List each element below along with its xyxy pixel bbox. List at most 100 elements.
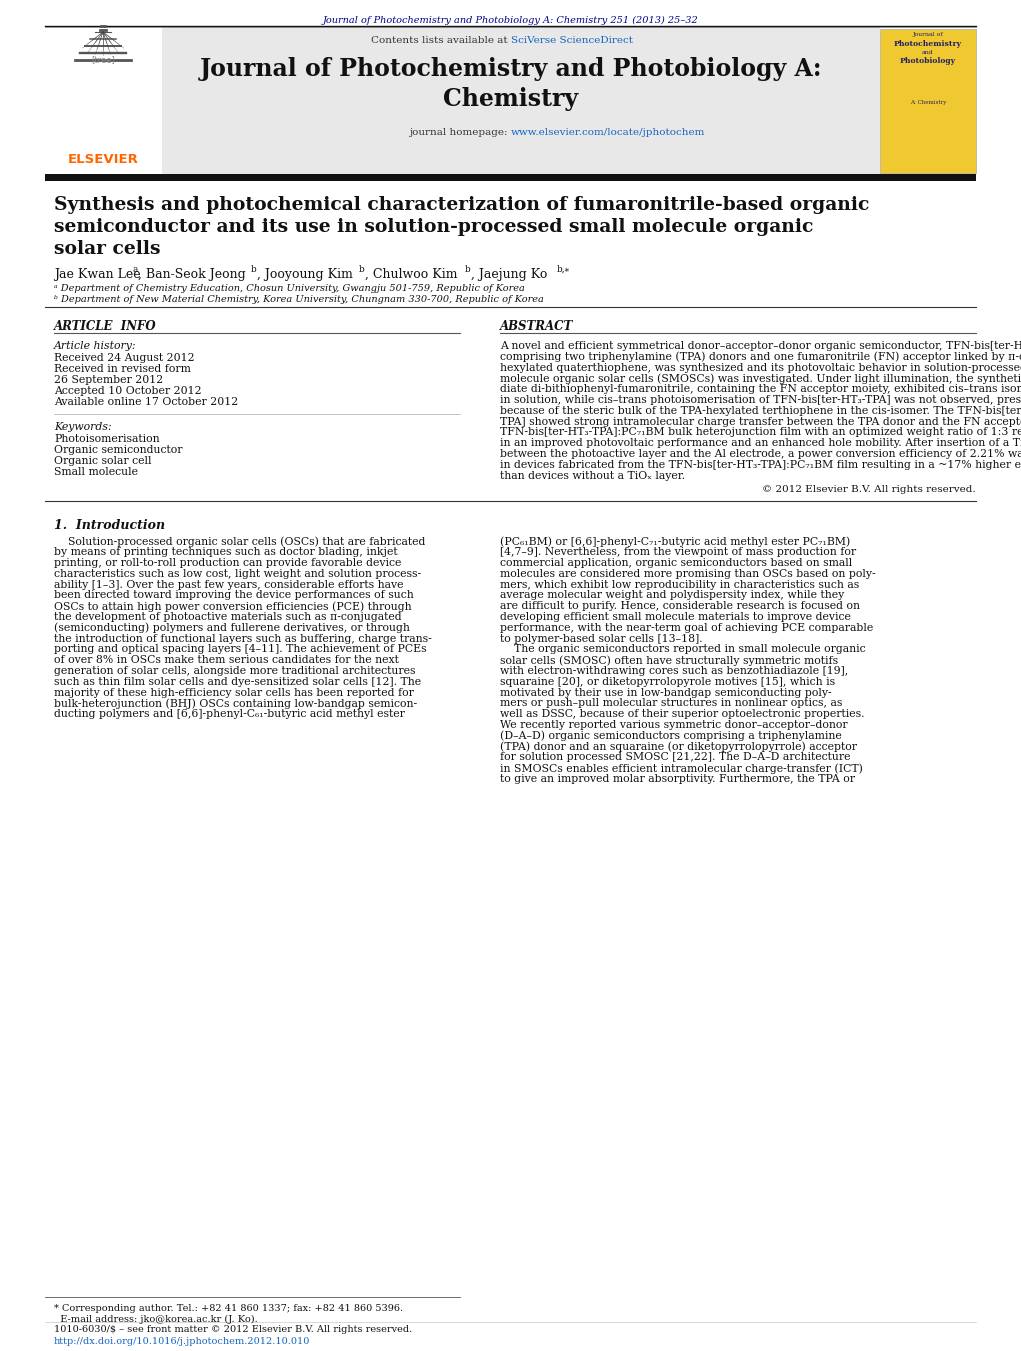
Text: characteristics such as low cost, light weight and solution process-: characteristics such as low cost, light … [54,569,421,578]
Text: * Corresponding author. Tel.: +82 41 860 1337; fax: +82 41 860 5396.: * Corresponding author. Tel.: +82 41 860… [54,1304,403,1313]
Text: between the photoactive layer and the Al electrode, a power conversion efficienc: between the photoactive layer and the Al… [500,449,1021,459]
Text: in devices fabricated from the TFN-bis[ter-HT₃-TPA]:PC₇₁BM film resulting in a ~: in devices fabricated from the TFN-bis[t… [500,459,1021,470]
Text: SciVerse ScienceDirect: SciVerse ScienceDirect [510,36,633,45]
Bar [45,27,162,176]
Text: A novel and efficient symmetrical donor–acceptor–donor organic semiconductor, TF: A novel and efficient symmetrical donor–… [500,340,1021,351]
Text: with electron-withdrawing cores such as benzothiadiazole [19],: with electron-withdrawing cores such as … [500,666,848,676]
Text: E-mail address: jko@korea.ac.kr (J. Ko).: E-mail address: jko@korea.ac.kr (J. Ko). [54,1315,257,1324]
Text: well as DSSC, because of their superior optoelectronic properties.: well as DSSC, because of their superior … [500,709,865,719]
Text: Photoisomerisation: Photoisomerisation [54,434,159,444]
Text: Jae Kwan Lee: Jae Kwan Lee [54,267,141,281]
Text: to give an improved molar absorptivity. Furthermore, the TPA or: to give an improved molar absorptivity. … [500,774,855,784]
Text: Article history:: Article history: [54,340,137,351]
Text: solar cells: solar cells [54,240,160,258]
Text: bulk-heterojunction (BHJ) OSCs containing low-bandgap semicon-: bulk-heterojunction (BHJ) OSCs containin… [54,698,418,709]
Text: majority of these high-efficiency solar cells has been reported for: majority of these high-efficiency solar … [54,688,414,697]
Text: molecules are considered more promising than OSCs based on poly-: molecules are considered more promising … [500,569,876,578]
Text: hexylated quaterthiophene, was synthesized and its photovoltaic behavior in solu: hexylated quaterthiophene, was synthesiz… [500,362,1021,373]
Text: in solution, while cis–trans photoisomerisation of TFN-bis[ter-HT₃-TPA] was not : in solution, while cis–trans photoisomer… [500,394,1021,405]
Text: Journal of Photochemistry and Photobiology A:: Journal of Photochemistry and Photobiolo… [200,57,822,81]
Text: (TPA) donor and an squaraine (or diketopyrrolopyrrole) acceptor: (TPA) donor and an squaraine (or diketop… [500,742,857,753]
Text: Solution-processed organic solar cells (OSCs) that are fabricated: Solution-processed organic solar cells (… [54,536,426,547]
Text: performance, with the near-term goal of achieving PCE comparable: performance, with the near-term goal of … [500,623,873,632]
Text: Small molecule: Small molecule [54,467,138,477]
Text: are difficult to purify. Hence, considerable research is focused on: are difficult to purify. Hence, consider… [500,601,860,611]
Text: 1010-6030/$ – see front matter © 2012 Elsevier B.V. All rights reserved.: 1010-6030/$ – see front matter © 2012 El… [54,1325,412,1333]
Text: Contents lists available at: Contents lists available at [371,36,510,45]
Text: b: b [465,265,471,274]
Text: average molecular weight and polydispersity index, while they: average molecular weight and polydispers… [500,590,844,600]
Text: Received in revised form: Received in revised form [54,363,191,374]
Text: in SMOSCs enables efficient intramolecular charge-transfer (ICT): in SMOSCs enables efficient intramolecul… [500,763,863,774]
Text: [4,7–9]. Nevertheless, from the viewpoint of mass production for: [4,7–9]. Nevertheless, from the viewpoin… [500,547,857,557]
Text: journal homepage:: journal homepage: [409,128,510,136]
Text: been directed toward improving the device performances of such: been directed toward improving the devic… [54,590,414,600]
Text: A: Chemistry: A: Chemistry [910,100,946,105]
Text: Accepted 10 October 2012: Accepted 10 October 2012 [54,386,201,396]
Bar [880,28,976,173]
Text: Available online 17 October 2012: Available online 17 October 2012 [54,397,238,407]
Text: than devices without a TiOₓ layer.: than devices without a TiOₓ layer. [500,470,685,481]
Text: , Jooyoung Kim: , Jooyoung Kim [257,267,353,281]
Text: motivated by their use in low-bandgap semiconducting poly-: motivated by their use in low-bandgap se… [500,688,832,697]
Text: for solution processed SMOSC [21,22]. The D–A–D architecture: for solution processed SMOSC [21,22]. Th… [500,753,850,762]
Text: Journal of Photochemistry and Photobiology A: Chemistry 251 (2013) 25–32: Journal of Photochemistry and Photobiolo… [323,16,699,26]
Text: and: and [922,50,934,55]
Text: molecule organic solar cells (SMOSCs) was investigated. Under light illumination: molecule organic solar cells (SMOSCs) wa… [500,373,1021,384]
Text: 1.  Introduction: 1. Introduction [54,519,165,532]
Text: semiconductor and its use in solution-processed small molecule organic: semiconductor and its use in solution-pr… [54,218,814,236]
Text: ability [1–3]. Over the past few years, considerable efforts have: ability [1–3]. Over the past few years, … [54,580,403,589]
Text: , Jaejung Ko: , Jaejung Ko [471,267,547,281]
Text: Photobiology: Photobiology [900,57,956,65]
Text: (semiconducting) polymers and fullerene derivatives, or through: (semiconducting) polymers and fullerene … [54,623,409,634]
Text: diate di-bithiophenyl-fumaronitrile, containing the FN acceptor moiety, exhibite: diate di-bithiophenyl-fumaronitrile, con… [500,384,1021,394]
Text: generation of solar cells, alongside more traditional architectures: generation of solar cells, alongside mor… [54,666,416,676]
Text: ARTICLE  INFO: ARTICLE INFO [54,320,156,332]
Text: ELSEVIER: ELSEVIER [67,153,139,166]
Text: mers or push–pull molecular structures in nonlinear optics, as: mers or push–pull molecular structures i… [500,698,842,708]
Text: squaraine [20], or diketopyrrolopyrole motives [15], which is: squaraine [20], or diketopyrrolopyrole m… [500,677,835,686]
Text: , Chulwoo Kim: , Chulwoo Kim [364,267,457,281]
Text: TFN-bis[ter-HT₃-TPA]:PC₇₁BM bulk heterojunction film with an optimized weight ra: TFN-bis[ter-HT₃-TPA]:PC₇₁BM bulk heteroj… [500,427,1021,438]
Text: b,⁎: b,⁎ [557,265,570,274]
Text: [tree]: [tree] [91,55,115,63]
Bar [45,174,976,181]
Text: commercial application, organic semiconductors based on small: commercial application, organic semicond… [500,558,853,567]
Text: OSCs to attain high power conversion efficiencies (PCE) through: OSCs to attain high power conversion eff… [54,601,411,612]
Text: Chemistry: Chemistry [443,86,579,111]
Text: 26 September 2012: 26 September 2012 [54,376,163,385]
Text: the development of photoactive materials such as π-conjugated: the development of photoactive materials… [54,612,401,621]
Text: Organic solar cell: Organic solar cell [54,457,151,466]
Text: TPA] showed strong intramolecular charge transfer between the TPA donor and the : TPA] showed strong intramolecular charge… [500,416,1021,427]
Text: the introduction of functional layers such as buffering, charge trans-: the introduction of functional layers su… [54,634,432,643]
Text: Synthesis and photochemical characterization of fumaronitrile-based organic: Synthesis and photochemical characteriza… [54,196,869,213]
Text: in an improved photovoltaic performance and an enhanced hole mobility. After ins: in an improved photovoltaic performance … [500,438,1021,449]
Text: Received 24 August 2012: Received 24 August 2012 [54,353,195,363]
Text: ABSTRACT: ABSTRACT [500,320,573,332]
Text: mers, which exhibit low reproducibility in characteristics such as: mers, which exhibit low reproducibility … [500,580,860,589]
Text: ᵇ Department of New Material Chemistry, Korea University, Chungnam 330-700, Repu: ᵇ Department of New Material Chemistry, … [54,295,544,304]
Text: © 2012 Elsevier B.V. All rights reserved.: © 2012 Elsevier B.V. All rights reserved… [763,485,976,494]
Text: Organic semiconductor: Organic semiconductor [54,444,183,455]
Text: (PC₆₁BM) or [6,6]-phenyl-C₇₁-butyric acid methyl ester PC₇₁BM): (PC₆₁BM) or [6,6]-phenyl-C₇₁-butyric aci… [500,536,850,547]
Text: Photochemistry: Photochemistry [894,41,962,49]
Text: a: a [132,265,138,274]
Text: to polymer-based solar cells [13–18].: to polymer-based solar cells [13–18]. [500,634,702,643]
Text: of over 8% in OSCs make them serious candidates for the next: of over 8% in OSCs make them serious can… [54,655,399,665]
Text: printing, or roll-to-roll production can provide favorable device: printing, or roll-to-roll production can… [54,558,401,567]
Text: b: b [251,265,256,274]
Text: porting and optical spacing layers [4–11]. The achievement of PCEs: porting and optical spacing layers [4–11… [54,644,427,654]
Text: by means of printing techniques such as doctor blading, inkjet: by means of printing techniques such as … [54,547,397,557]
Text: b: b [359,265,364,274]
Text: solar cells (SMOSC) often have structurally symmetric motifs: solar cells (SMOSC) often have structura… [500,655,838,666]
Text: ducting polymers and [6,6]-phenyl-C₆₁-butyric acid methyl ester: ducting polymers and [6,6]-phenyl-C₆₁-bu… [54,709,405,719]
Text: We recently reported various symmetric donor–acceptor–donor: We recently reported various symmetric d… [500,720,847,730]
Text: , Ban-Seok Jeong: , Ban-Seok Jeong [138,267,246,281]
Text: Keywords:: Keywords: [54,422,111,432]
Text: comprising two triphenylamine (TPA) donors and one fumaronitrile (FN) acceptor l: comprising two triphenylamine (TPA) dono… [500,351,1021,362]
Text: http://dx.doi.org/10.1016/j.jphotochem.2012.10.010: http://dx.doi.org/10.1016/j.jphotochem.2… [54,1337,310,1346]
Text: such as thin film solar cells and dye-sensitized solar cells [12]. The: such as thin film solar cells and dye-se… [54,677,421,686]
Bar [162,27,880,176]
Text: ᵃ Department of Chemistry Education, Chosun University, Gwangju 501-759, Republi: ᵃ Department of Chemistry Education, Cho… [54,284,525,293]
Text: www.elsevier.com/locate/jphotochem: www.elsevier.com/locate/jphotochem [510,128,706,136]
